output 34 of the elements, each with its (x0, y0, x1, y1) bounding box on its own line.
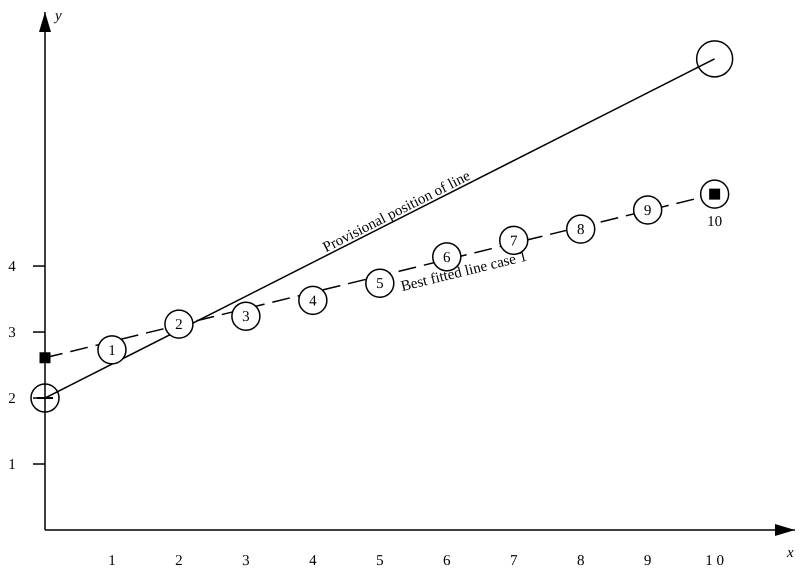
x-tick-label: 3 (242, 553, 250, 569)
x-tick-label: 1 0 (705, 553, 724, 569)
point (632, 195, 662, 225)
x-tick-label: 9 (644, 553, 652, 569)
y-tick-label: 1 (8, 456, 16, 473)
x-tick-label: 1 (108, 553, 116, 569)
annotation: 10 (707, 214, 722, 230)
annotation: 8 (576, 222, 584, 238)
x-tick-label: 7 (510, 553, 518, 569)
annotation: 7 (510, 233, 518, 250)
point (164, 309, 194, 339)
x-tick-label: 4 (309, 553, 318, 569)
annotation: 3 (242, 309, 250, 326)
x-tick-label: 5 (376, 553, 384, 569)
point (231, 301, 261, 331)
x-tick-label: 6 (443, 553, 452, 569)
point (298, 286, 328, 316)
x-tick-label: 8 (576, 553, 584, 569)
annotation: 6 (443, 250, 452, 266)
annotation: 5 (376, 276, 384, 292)
x-axis-title: x (786, 545, 794, 561)
annotation: 9 (644, 202, 652, 219)
point (365, 268, 395, 298)
annotation: 4 (309, 293, 318, 310)
x-tick-label: 2 (175, 553, 183, 569)
y-axis-title: y (53, 8, 62, 24)
y-tick-label: 3 (8, 324, 16, 341)
annotation: 1 (108, 342, 116, 359)
y-tick-label: 2 (8, 390, 16, 407)
annotation: 2 (175, 317, 183, 334)
point (40, 352, 50, 364)
point (97, 335, 127, 365)
point (566, 214, 596, 244)
y-tick-label: 4 (8, 258, 16, 275)
